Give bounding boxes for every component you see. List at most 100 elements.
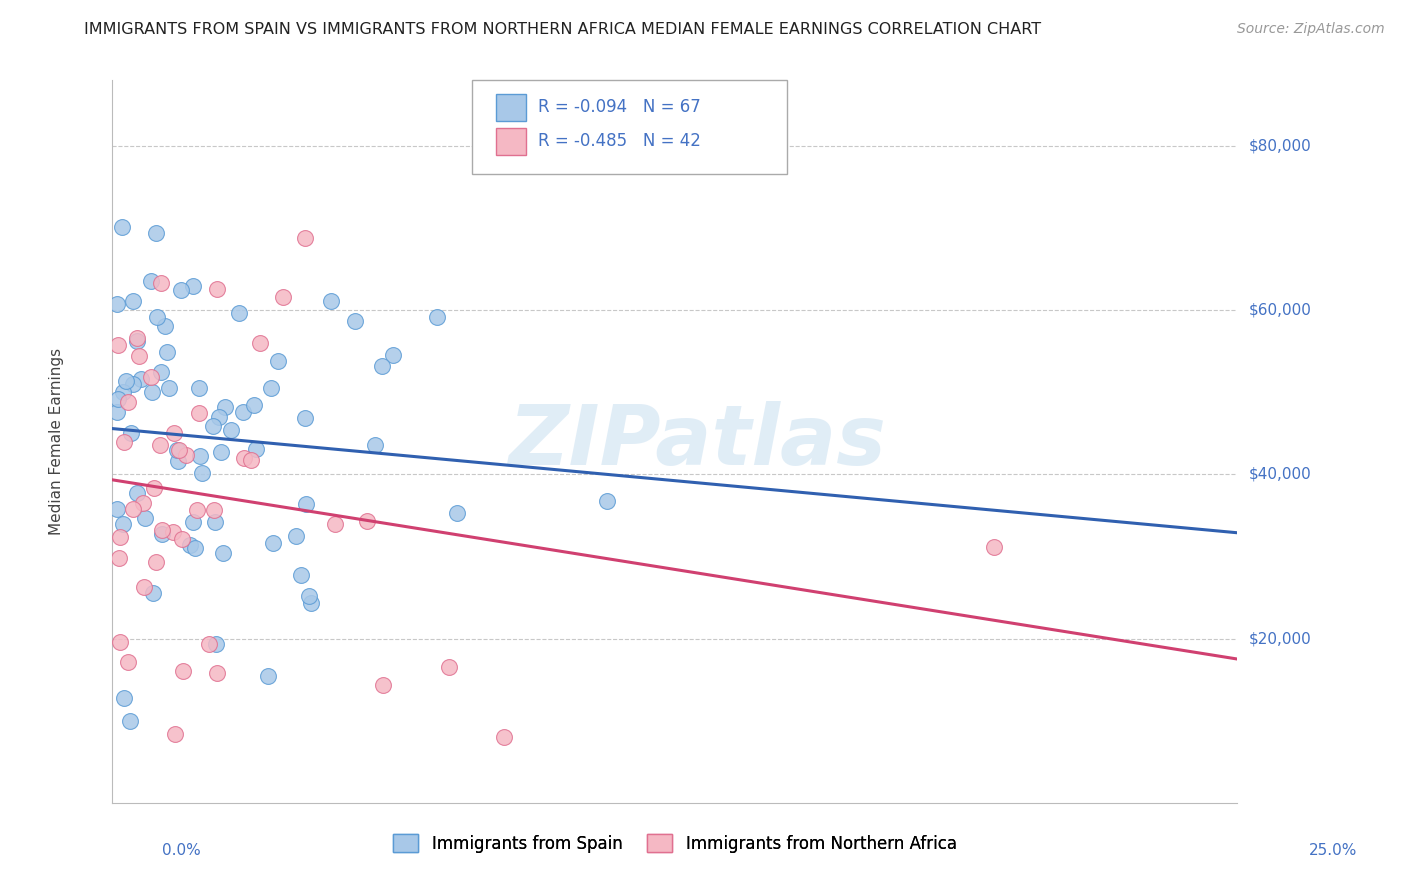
Point [187, 381, 209, 395]
Point [290, 568, 312, 582]
Point [127, 485, 149, 500]
Point [259, 381, 281, 395]
Point [426, 310, 449, 325]
Point [267, 353, 290, 368]
Point [122, 501, 145, 516]
Point [219, 423, 242, 437]
Point [157, 381, 180, 395]
Point [142, 586, 165, 600]
Point [214, 400, 236, 414]
Point [356, 515, 378, 529]
Legend: Immigrants from Spain, Immigrants from Northern Africa: Immigrants from Spain, Immigrants from N… [387, 828, 963, 860]
Point [233, 451, 256, 466]
Point [179, 538, 201, 552]
Point [128, 349, 150, 363]
Point [242, 398, 264, 412]
Text: 0.0%: 0.0% [162, 843, 201, 857]
FancyBboxPatch shape [472, 80, 787, 174]
Point [105, 405, 128, 419]
Point [190, 466, 212, 480]
Point [249, 335, 271, 350]
Point [117, 655, 139, 669]
Point [112, 516, 135, 531]
Text: Source: ZipAtlas.com: Source: ZipAtlas.com [1237, 22, 1385, 37]
Point [127, 334, 149, 349]
Point [202, 503, 225, 517]
Point [208, 410, 231, 425]
Point [166, 443, 188, 458]
Point [228, 306, 250, 320]
Point [122, 376, 145, 391]
Point [162, 524, 184, 539]
Text: R = -0.485   N = 42: R = -0.485 N = 42 [537, 132, 700, 150]
Point [149, 438, 172, 452]
Point [201, 418, 224, 433]
Point [150, 366, 173, 380]
Point [186, 503, 208, 517]
Text: Median Female Earnings: Median Female Earnings [49, 348, 63, 535]
Point [111, 385, 134, 400]
Point [141, 369, 163, 384]
Point [343, 314, 366, 328]
Point [285, 529, 308, 543]
FancyBboxPatch shape [496, 128, 526, 154]
Point [145, 227, 167, 241]
Point [146, 310, 169, 325]
Text: $20,000: $20,000 [1249, 632, 1312, 646]
Point [298, 589, 321, 603]
Point [165, 727, 187, 741]
Point [150, 523, 173, 537]
Point [197, 637, 219, 651]
Point [446, 506, 468, 520]
Point [107, 392, 129, 407]
Point [150, 276, 173, 290]
Point [295, 497, 318, 511]
Point [162, 426, 184, 441]
Point [262, 535, 284, 549]
Point [174, 448, 197, 462]
Point [209, 445, 232, 459]
Point [131, 496, 153, 510]
Point [205, 282, 228, 296]
Point [172, 532, 194, 546]
Point [364, 438, 387, 452]
Point [112, 690, 135, 705]
Point [321, 293, 343, 308]
Point [127, 331, 149, 345]
Point [153, 319, 176, 334]
Point [117, 394, 139, 409]
Point [205, 666, 228, 681]
Point [370, 359, 392, 373]
Point [121, 293, 143, 308]
Point [110, 635, 132, 649]
Point [240, 453, 263, 467]
Point [271, 290, 294, 304]
Point [105, 502, 128, 516]
Point [382, 348, 405, 362]
Point [204, 516, 226, 530]
Point [118, 714, 141, 728]
Point [183, 279, 205, 293]
Point [107, 338, 129, 352]
Point [111, 219, 134, 234]
Point [181, 515, 204, 529]
Point [129, 372, 152, 386]
Point [188, 406, 211, 420]
Text: R = -0.094   N = 67: R = -0.094 N = 67 [537, 98, 700, 116]
Point [190, 450, 212, 464]
Point [134, 511, 156, 525]
Point [439, 660, 461, 674]
Text: IMMIGRANTS FROM SPAIN VS IMMIGRANTS FROM NORTHERN AFRICA MEDIAN FEMALE EARNINGS : IMMIGRANTS FROM SPAIN VS IMMIGRANTS FROM… [84, 22, 1042, 37]
FancyBboxPatch shape [496, 94, 526, 120]
Text: $40,000: $40,000 [1249, 467, 1312, 482]
Point [212, 546, 235, 560]
Point [170, 284, 193, 298]
Point [115, 374, 138, 388]
Point [299, 596, 322, 610]
Point [141, 385, 163, 400]
Point [172, 664, 194, 678]
Point [494, 730, 516, 744]
Point [257, 669, 280, 683]
Point [184, 541, 207, 555]
Point [134, 580, 156, 594]
